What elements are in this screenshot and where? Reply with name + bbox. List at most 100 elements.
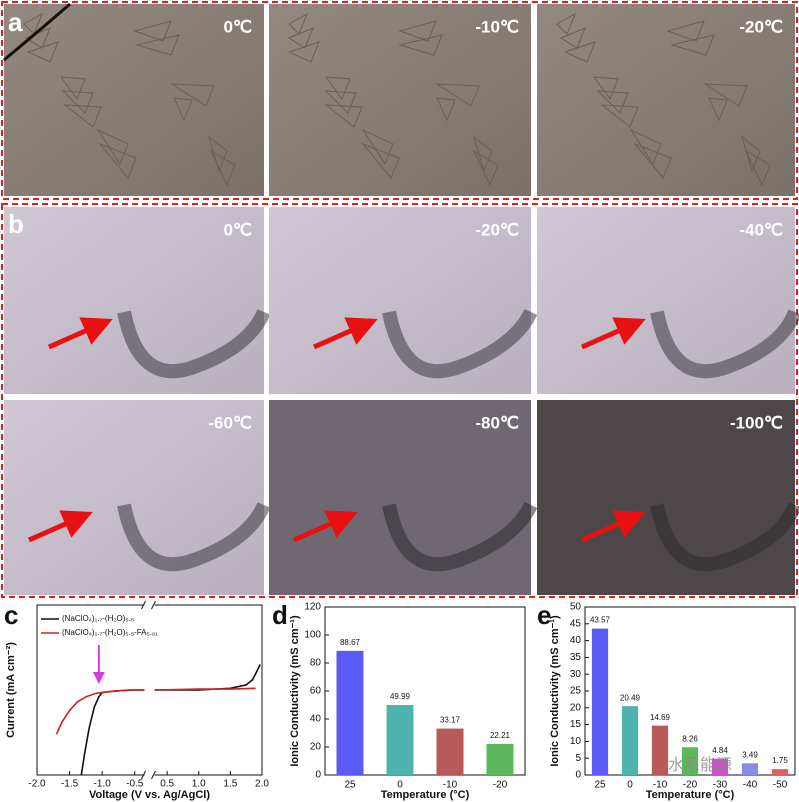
crystal xyxy=(596,90,629,114)
red-arrow xyxy=(312,317,378,350)
x-tick-label: -50 xyxy=(773,780,788,791)
y-tick-label: 0 xyxy=(575,770,581,781)
crystal xyxy=(287,41,320,63)
y-tick-label: 20 xyxy=(310,742,322,753)
crystal xyxy=(59,76,86,101)
x-tick-label: -0.5 xyxy=(126,779,144,790)
value-label: 88.67 xyxy=(340,638,361,647)
y-tick-label: 25 xyxy=(570,686,582,697)
x-axis-label: Voltage (V vs. Ag/AgCl) xyxy=(89,789,210,801)
crystal xyxy=(472,149,499,187)
bubble-track xyxy=(117,501,271,572)
temperature-label: -40℃ xyxy=(739,220,783,239)
y-tick-label: 80 xyxy=(310,658,322,669)
x-tick-label: -10 xyxy=(443,780,458,791)
red-arrow xyxy=(580,510,646,543)
crystal xyxy=(633,142,672,179)
red-arrow xyxy=(292,510,358,543)
crystal xyxy=(556,12,576,35)
x-tick-label: 2.0 xyxy=(255,779,269,790)
x-tick-label: 0 xyxy=(397,780,403,791)
bar xyxy=(621,706,639,775)
temperature-label: -80℃ xyxy=(475,413,519,432)
panel-letter: a xyxy=(8,7,23,37)
value-label: 4.84 xyxy=(712,746,728,755)
temperature-label: 0℃ xyxy=(223,220,252,239)
x-axis-label: Temperature (°C) xyxy=(646,789,735,801)
watermark: 水系能源 xyxy=(668,756,732,774)
crystal xyxy=(436,97,456,122)
value-label: 43.57 xyxy=(590,616,611,625)
y-tick-label: 40 xyxy=(570,635,582,646)
crystal xyxy=(324,90,357,114)
x-tick-label: 25 xyxy=(344,780,356,791)
bar xyxy=(741,763,759,775)
x-tick-label: -30 xyxy=(713,780,728,791)
axis-break xyxy=(141,600,146,610)
bar xyxy=(591,628,609,775)
crystal xyxy=(287,27,314,49)
value-label: 1.75 xyxy=(772,756,788,765)
x-tick-label: -20 xyxy=(493,780,508,791)
y-tick-label: 0 xyxy=(315,770,321,781)
crystal xyxy=(708,97,728,122)
crystal xyxy=(361,142,400,179)
panel-b-border xyxy=(1,203,798,598)
bubble-track xyxy=(382,501,538,572)
y-tick-label: 5 xyxy=(575,753,581,764)
crystal xyxy=(600,104,639,128)
crystal xyxy=(170,83,215,107)
crystal xyxy=(63,104,102,128)
y-tick-label: 100 xyxy=(304,630,321,641)
temperature-label: -60℃ xyxy=(208,413,252,432)
crystal xyxy=(744,149,771,187)
crystal xyxy=(23,12,43,35)
value-label: 33.17 xyxy=(440,716,461,725)
y-axis-label: Current (mA cm⁻²) xyxy=(5,642,17,738)
x-tick-label: 0.5 xyxy=(160,779,174,790)
axis-break xyxy=(141,770,146,780)
legend-label: (NaClO₄)₁.₇-(H₂O)₅.₅-FA₅.₈₁ xyxy=(62,628,158,637)
x-tick-label: -40 xyxy=(743,780,758,791)
crystal xyxy=(209,149,236,187)
value-label: 49.99 xyxy=(390,692,411,701)
crystal xyxy=(98,142,137,179)
x-tick-label: 25 xyxy=(594,780,606,791)
bar xyxy=(651,725,669,775)
crystal xyxy=(592,76,619,101)
red-arrow xyxy=(580,317,646,350)
x-tick-label: 0 xyxy=(627,780,633,791)
red-arrow xyxy=(27,510,93,543)
crystal xyxy=(563,41,596,63)
series-line xyxy=(80,664,261,776)
y-tick-label: 30 xyxy=(570,669,582,680)
bar xyxy=(386,705,414,775)
series-line xyxy=(55,687,256,735)
crystal xyxy=(666,20,705,42)
x-tick-label: -1.5 xyxy=(61,779,79,790)
x-tick-label: -10 xyxy=(653,780,668,791)
temperature-label: -20℃ xyxy=(739,17,783,36)
crystal xyxy=(703,83,748,107)
bar xyxy=(436,728,464,775)
value-label: 14.69 xyxy=(650,713,671,722)
crystal xyxy=(670,34,715,56)
crystal xyxy=(398,20,437,42)
bubble-track xyxy=(382,308,538,379)
crystal xyxy=(61,90,94,114)
x-tick-label: -2.0 xyxy=(28,779,46,790)
y-tick-label: 35 xyxy=(570,652,582,663)
temperature-label: -10℃ xyxy=(475,17,519,36)
y-axis-label: Ionic Conductivity (mS cm⁻¹) xyxy=(289,615,301,767)
bubble-track xyxy=(650,309,799,379)
bubble-track xyxy=(650,502,799,572)
crystal xyxy=(398,34,443,56)
x-tick-label: -20 xyxy=(683,780,698,791)
bar xyxy=(771,769,789,775)
crystal xyxy=(559,27,586,49)
crystal xyxy=(26,41,59,63)
panel-letter: b xyxy=(8,209,24,239)
y-tick-label: 20 xyxy=(570,702,582,713)
